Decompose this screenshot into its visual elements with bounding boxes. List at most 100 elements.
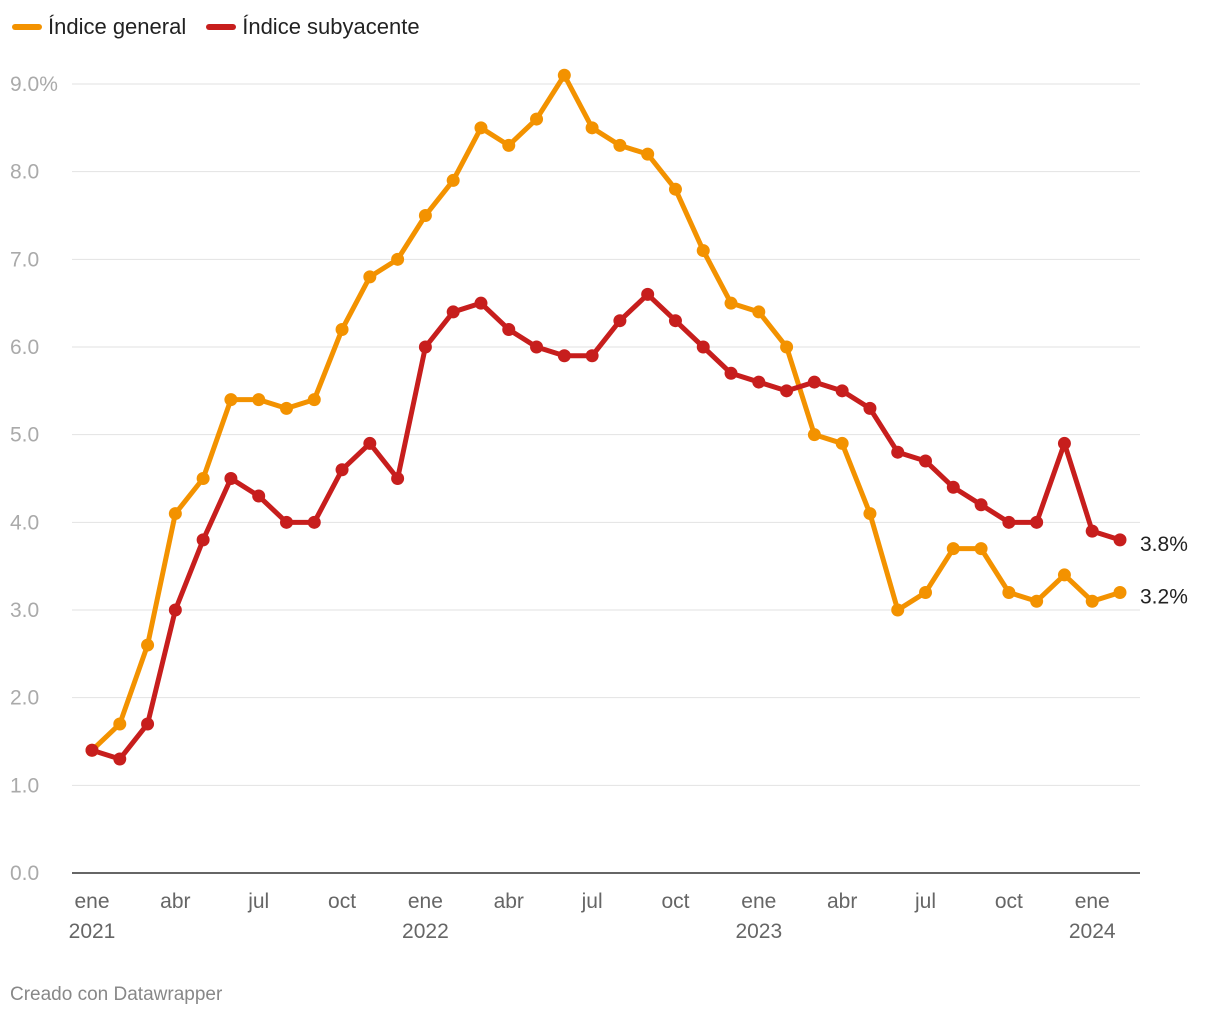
data-point-series-1 [530,340,544,354]
y-tick-label: 8.0 [10,161,39,184]
x-tick-label: abr [494,890,524,913]
x-tick-label: ene [1075,890,1110,913]
data-point-series-1 [141,717,155,731]
data-point-series-0 [391,252,405,266]
legend-swatch-subyacente [206,24,237,30]
data-point-series-0 [835,436,849,450]
y-tick-label: 9.0% [10,73,58,96]
data-point-series-1 [946,480,960,494]
data-point-series-0 [946,542,960,556]
x-tick-year-label: 2024 [1069,920,1116,943]
data-point-series-1 [557,349,571,363]
data-point-series-0 [641,147,655,161]
legend-label-general: Índice general [48,14,187,39]
end-label-series-0: 3.2% [1140,585,1188,608]
end-label-series-1: 3.8% [1140,533,1188,556]
y-tick-label: 0.0 [10,862,39,885]
footer-credit: Creado con Datawrapper [10,984,223,1005]
x-tick-label: oct [328,890,356,913]
data-point-series-1 [696,340,710,354]
legend-item-general: Índice general [12,14,186,40]
data-point-series-1 [752,375,766,389]
data-point-series-1 [1030,515,1044,529]
data-point-series-0 [530,112,544,126]
data-point-series-1 [307,515,321,529]
y-tick-label: 4.0 [10,511,39,534]
x-tick-label: jul [247,890,269,913]
data-point-series-1 [196,533,210,547]
x-tick-label: jul [914,890,936,913]
data-point-series-0 [1002,585,1016,599]
data-point-series-0 [168,507,182,521]
data-point-series-0 [780,340,794,354]
x-tick-label: abr [827,890,857,913]
x-tick-label: ene [741,890,776,913]
x-tick-label: oct [661,890,689,913]
data-point-series-1 [641,287,655,301]
data-point-series-0 [1085,594,1099,608]
x-tick-year-label: 2023 [735,920,782,943]
y-tick-label: 5.0 [10,424,39,447]
data-point-series-1 [807,375,821,389]
data-point-series-0 [613,138,627,152]
data-point-series-0 [807,428,821,442]
data-point-series-1 [85,743,99,757]
data-point-series-1 [919,454,933,468]
data-point-series-0 [279,401,293,415]
data-point-series-1 [863,401,877,415]
data-point-series-1 [613,314,627,328]
data-point-series-0 [974,542,988,556]
x-tick-label: ene [408,890,443,913]
data-point-series-0 [502,138,516,152]
y-tick-label: 1.0 [10,774,39,797]
data-point-series-0 [252,393,266,407]
data-point-series-0 [141,638,155,652]
x-tick-year-label: 2021 [69,920,116,943]
x-tick-label: oct [995,890,1023,913]
x-tick-label: jul [581,890,603,913]
legend-label-subyacente: Índice subyacente [242,14,420,39]
x-tick-label: ene [74,890,109,913]
legend-item-subyacente: Índice subyacente [206,14,420,40]
data-point-series-1 [668,314,682,328]
data-point-series-0 [446,173,460,187]
data-point-series-0 [1057,568,1071,582]
data-point-series-1 [391,472,405,485]
data-point-series-0 [752,305,766,319]
data-point-series-0 [418,209,432,222]
data-point-series-0 [363,270,377,284]
data-point-series-1 [279,515,293,529]
data-point-series-1 [252,489,266,503]
y-tick-label: 3.0 [10,599,39,622]
data-point-series-0 [1030,594,1044,608]
data-point-series-0 [585,121,599,135]
data-point-series-1 [335,463,349,477]
y-tick-label: 6.0 [10,336,39,359]
data-point-series-0 [724,296,738,310]
data-point-series-1 [474,296,488,310]
data-point-series-1 [1113,533,1127,547]
y-tick-label: 7.0 [10,248,39,271]
data-point-series-1 [835,384,849,398]
data-point-series-0 [863,507,877,521]
series-line-0 [89,72,1123,753]
data-point-series-0 [891,603,905,617]
data-point-series-0 [113,717,127,731]
data-point-series-1 [502,322,516,336]
data-point-series-1 [1002,515,1016,529]
data-point-series-1 [224,472,238,485]
data-point-series-1 [974,498,988,512]
data-point-series-1 [113,752,127,766]
data-point-series-1 [1085,524,1099,538]
data-point-series-0 [474,121,488,135]
data-point-series-0 [696,244,710,258]
data-point-series-1 [446,305,460,319]
data-point-series-1 [1057,436,1071,450]
data-point-series-0 [1113,585,1127,599]
data-point-series-1 [724,366,738,380]
data-point-series-1 [418,340,432,354]
data-point-series-0 [557,68,571,82]
data-point-series-0 [919,585,933,599]
data-point-series-0 [307,393,321,407]
x-tick-label: abr [160,890,190,913]
